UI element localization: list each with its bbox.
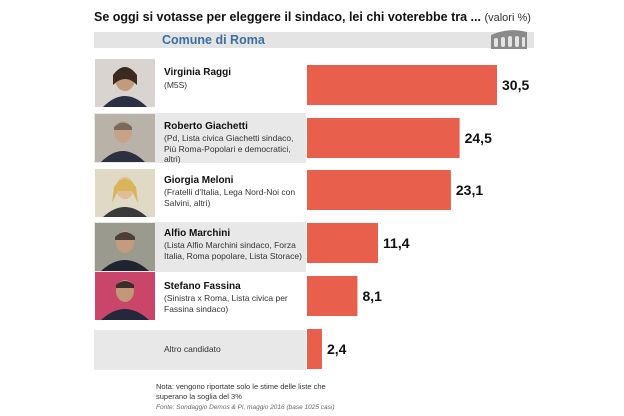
bar-5 — [307, 329, 322, 369]
candidate-photo — [95, 223, 155, 271]
candidate-name: Altro candidato — [164, 344, 221, 354]
bar-1 — [307, 118, 460, 158]
candidate-party: (Lista Alfio Marchini sindaco, Forza Ita… — [164, 240, 302, 261]
subtitle-band — [94, 32, 534, 48]
bar-value-label: 11,4 — [383, 235, 410, 251]
bar-value-label: 24,5 — [465, 130, 492, 146]
bar-3 — [307, 223, 379, 263]
row-background — [94, 330, 306, 370]
candidate-photo — [95, 59, 155, 107]
bar-2 — [307, 170, 451, 210]
candidate-photo — [95, 169, 155, 217]
chart-unit: (valori %) — [484, 12, 531, 24]
candidate-name: Roberto Giachetti — [164, 121, 248, 132]
chart-subtitle: Comune di Roma — [162, 33, 265, 47]
colosseum-icon — [491, 30, 527, 49]
chart-title-text: Se oggi si votasse per eleggere il sinda… — [94, 10, 481, 24]
candidate-photo — [95, 114, 155, 162]
candidate-party: (Fratelli d'Italia, Lega Nord-Noi con Sa… — [164, 187, 296, 208]
candidate-name: Alfio Marchini — [164, 228, 231, 239]
chart-title: Se oggi si votasse per eleggere il sinda… — [94, 10, 614, 24]
candidate-name: Virginia Raggi — [164, 67, 232, 78]
candidate-party: (Pd, Lista civica Giachetti sindaco, Più… — [164, 133, 294, 164]
bar-0 — [307, 65, 497, 105]
candidate-party: (M5S) — [164, 80, 188, 90]
chart-note: Nota: vengono riportate solo le stime de… — [156, 382, 326, 401]
candidate-photo — [95, 272, 155, 320]
bar-value-label: 2,4 — [327, 341, 347, 357]
candidate-name: Stefano Fassina — [164, 281, 241, 292]
candidate-name: Giorgia Meloni — [164, 175, 234, 186]
bar-value-label: 23,1 — [456, 182, 483, 198]
chart-source: Fonte: Sondaggio Demos & Pi, maggio 2016… — [156, 404, 335, 411]
candidate-party: (Sinistra x Roma, Lista civica per Fassi… — [164, 293, 288, 314]
bar-4 — [307, 276, 358, 316]
bar-value-label: 8,1 — [362, 288, 382, 304]
bar-value-label: 30,5 — [502, 77, 529, 93]
